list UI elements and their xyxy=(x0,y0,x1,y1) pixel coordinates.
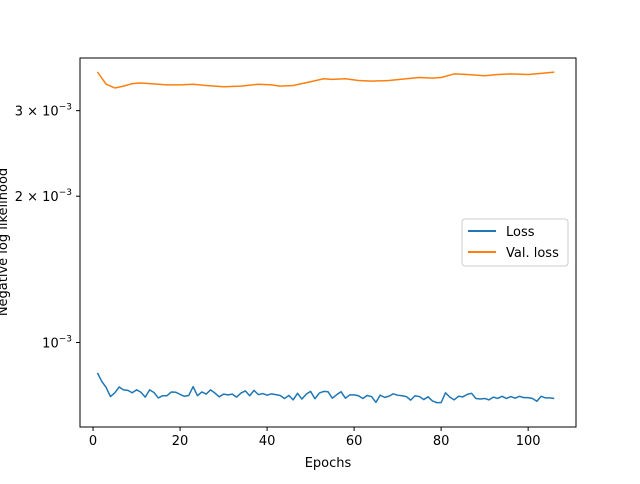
x-tick-label: 60 xyxy=(346,434,363,449)
x-tick-label: 100 xyxy=(516,434,541,449)
x-tick-label: 40 xyxy=(259,434,276,449)
x-tick-label: 80 xyxy=(433,434,450,449)
x-axis-label: Epochs xyxy=(305,456,352,471)
y-tick-label: 3 × 10−3 xyxy=(15,103,72,120)
series-line-loss xyxy=(96,372,555,404)
x-tick-label: 20 xyxy=(172,434,189,449)
y-tick-label: 10−3 xyxy=(42,334,72,351)
y-axis-ticks: 10−3 2 × 10−3 3 × 10−3 xyxy=(15,103,80,351)
x-tick-label: 0 xyxy=(89,434,97,449)
series-line-val-loss xyxy=(96,71,555,89)
legend: Loss Val. loss xyxy=(461,218,569,267)
x-axis-ticks: 0 20 40 60 80 100 xyxy=(89,427,541,449)
y-tick-label: 2 × 10−3 xyxy=(15,188,72,205)
legend-label-loss: Loss xyxy=(506,225,535,240)
legend-label-val-loss: Val. loss xyxy=(506,246,559,261)
plot-area-frame xyxy=(79,57,577,428)
plot-lines xyxy=(96,71,555,404)
y-axis-label: Negative log likelihood xyxy=(0,168,11,316)
